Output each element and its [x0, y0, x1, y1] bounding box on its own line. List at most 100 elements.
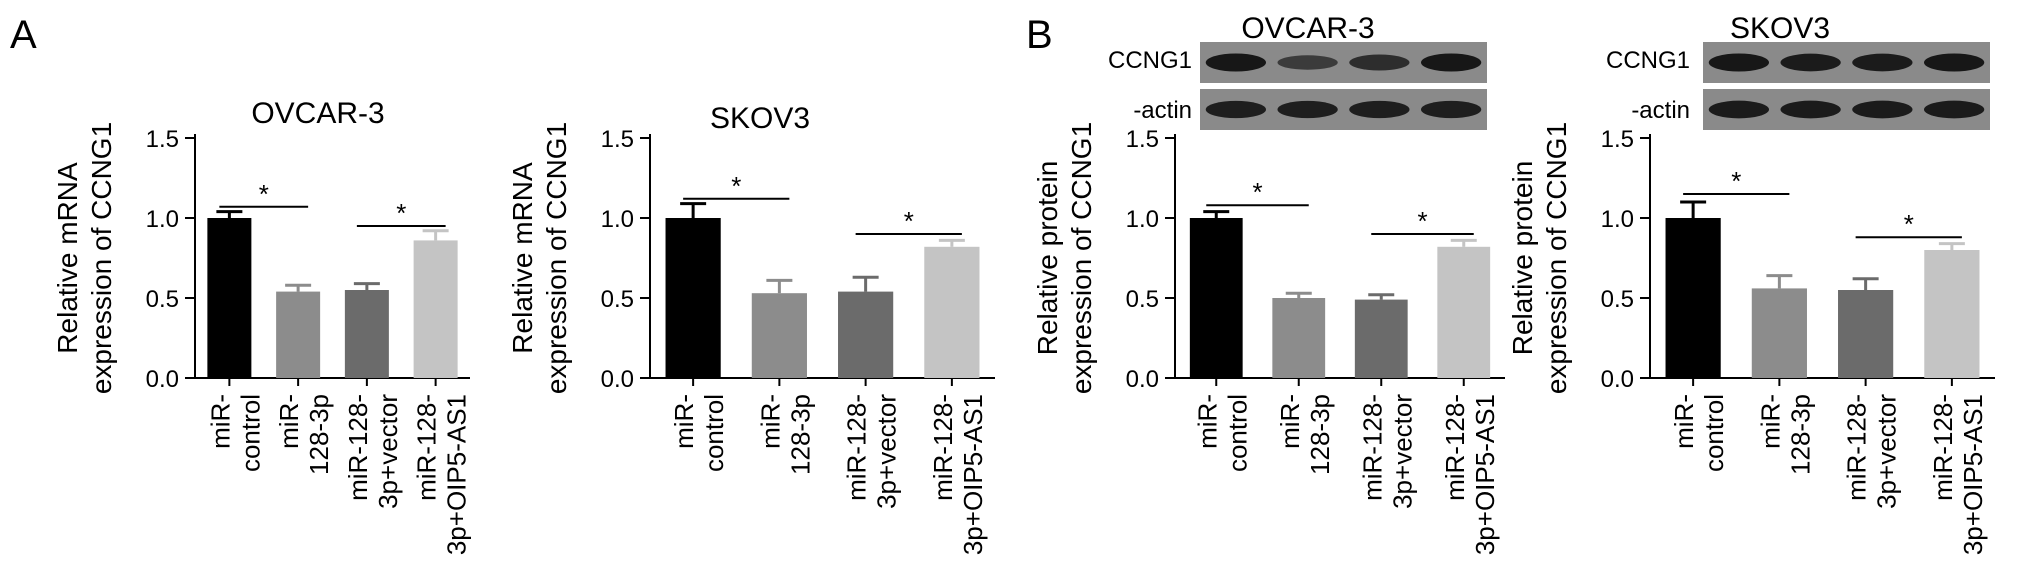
y-tick-label: 0.5 [146, 286, 179, 313]
y-tick-label: 0.0 [1601, 366, 1634, 393]
y-tick-label: 1.5 [1126, 126, 1159, 153]
x-tick-label-line: miR-128- [1928, 394, 1958, 501]
y-axis-label: Relative mRNA expression of CCNG1 [52, 122, 117, 394]
x-tick-label-line: miR-128- [1842, 394, 1872, 501]
bar [1751, 288, 1807, 378]
blot-band [1852, 53, 1913, 72]
x-tick-label-line: 3p+OIP5-AS1 [1958, 394, 1988, 555]
x-tick-label-line: 3p+vector [1872, 394, 1902, 509]
y-axis-label: Relative protein expression of CCNG1 [1507, 122, 1572, 394]
y-tick-label: 1.5 [146, 126, 179, 153]
x-tick-label-line: 3p+vector [1387, 394, 1417, 509]
x-tick-label-line: miR- [205, 394, 235, 449]
significance-star: * [904, 206, 914, 236]
blot-band-label: -actin [1631, 97, 1690, 124]
significance-star: * [1904, 209, 1914, 239]
bar [1354, 299, 1408, 378]
x-tick-label: miR-control [669, 394, 729, 472]
bar [1924, 250, 1980, 378]
y-tick-label: 1.0 [1601, 206, 1634, 233]
bar [1665, 218, 1721, 378]
x-tick-label-line: miR- [1755, 394, 1785, 449]
y-axis-label-line: Relative protein [1507, 161, 1538, 356]
x-tick-label-line: control [699, 394, 729, 472]
x-tick-label-line: control [1699, 394, 1729, 472]
chart-b-1: OVCAR-3 Relative protein expression of CCN… [1032, 12, 1505, 555]
x-tick-label: miR-128-3p+vector [1357, 394, 1417, 509]
chart-title: OVCAR-3 [251, 97, 384, 130]
x-tick-label-line: miR- [274, 394, 304, 449]
bar [1189, 218, 1243, 378]
x-tick-label-line: 3p+OIP5-AS1 [958, 394, 988, 555]
significance-star: * [731, 171, 741, 201]
x-tick-label-line: miR- [1192, 394, 1222, 449]
x-tick-label: miR-128-3p [1275, 394, 1335, 475]
x-tick-label-line: 128-3p [1305, 394, 1335, 475]
x-tick-label-line: miR-128- [842, 394, 872, 501]
x-tick-label-line: miR-128- [928, 394, 958, 501]
x-tick-label-line: 3p+OIP5-AS1 [1470, 394, 1500, 555]
x-tick-label: miR-control [205, 394, 265, 472]
chart-a-1: OVCAR-3 Relative mRNA expression of CCNG1 0… [52, 97, 472, 555]
x-tick-label-line: control [235, 394, 265, 472]
bar [344, 290, 389, 378]
panel-letter-a: A [10, 13, 37, 57]
x-tick-label: miR-128-3p [274, 394, 334, 475]
x-tick-label: miR-128-3p+vector [343, 394, 403, 509]
x-tick-label-line: miR- [669, 394, 699, 449]
y-tick-label: 1.0 [1126, 206, 1159, 233]
x-tick-label: miR-128-3p+OIP5-AS1 [1440, 394, 1500, 555]
blot-band-label: -actin [1133, 97, 1192, 124]
blot-band [1205, 53, 1267, 72]
x-tick-label-line: miR- [1275, 394, 1305, 449]
significance-star: * [1252, 177, 1262, 207]
x-tick-label: miR-128-3p+OIP5-AS1 [928, 394, 988, 555]
y-axis-label: Relative mRNA expression of CCNG1 [507, 122, 572, 394]
blot-band [1420, 100, 1482, 119]
bar [1272, 298, 1326, 378]
western-blot: CCNG1 -actin [1108, 42, 1487, 130]
blot-band [1923, 100, 1985, 119]
chart-title: SKOV3 [1730, 12, 1830, 45]
significance-star: * [259, 179, 269, 209]
chart-b-2: SKOV3 Relative protein expression of CCNG1… [1507, 12, 1995, 555]
significance-star: * [396, 198, 406, 228]
x-tick-label-line: miR- [755, 394, 785, 449]
x-tick-label-line: miR- [1669, 394, 1699, 449]
bar [924, 246, 980, 378]
y-tick-label: 0.0 [146, 366, 179, 393]
y-axis-label-line: expression of CCNG1 [86, 122, 117, 394]
y-tick-label: 0.0 [1126, 366, 1159, 393]
x-tick-label: miR-control [1192, 394, 1252, 472]
bar [838, 291, 894, 378]
blot-band [1277, 55, 1338, 70]
y-tick-label: 1.5 [601, 126, 634, 153]
x-tick-label-line: 3p+vector [373, 394, 403, 509]
y-tick-label: 0.0 [601, 366, 634, 393]
y-axis-label-line: Relative mRNA [52, 162, 83, 354]
x-tick-label-line: 128-3p [785, 394, 815, 475]
bar [665, 218, 721, 378]
x-tick-label: miR-control [1669, 394, 1729, 472]
bar [207, 218, 252, 378]
blot-band [1277, 100, 1338, 119]
bar [413, 240, 458, 378]
blot-band [1852, 100, 1913, 119]
blot-band [1780, 100, 1841, 119]
x-tick-label-line: miR-128- [343, 394, 373, 501]
x-tick-label: miR-128-3p+vector [842, 394, 902, 509]
y-axis-label-line: Relative mRNA [507, 162, 538, 354]
y-tick-label: 1.0 [601, 206, 634, 233]
x-tick-label-line: 3p+vector [872, 394, 902, 509]
x-tick-label-line: control [1222, 394, 1252, 472]
chart-title: SKOV3 [710, 102, 810, 135]
bar [1437, 246, 1491, 378]
blot-band [1708, 53, 1770, 72]
y-axis-label-line: expression of CCNG1 [1541, 122, 1572, 394]
y-tick-label: 0.5 [1601, 286, 1634, 313]
blot-band-label: CCNG1 [1606, 47, 1690, 74]
blot-band [1420, 53, 1482, 72]
blot-band [1780, 53, 1841, 72]
